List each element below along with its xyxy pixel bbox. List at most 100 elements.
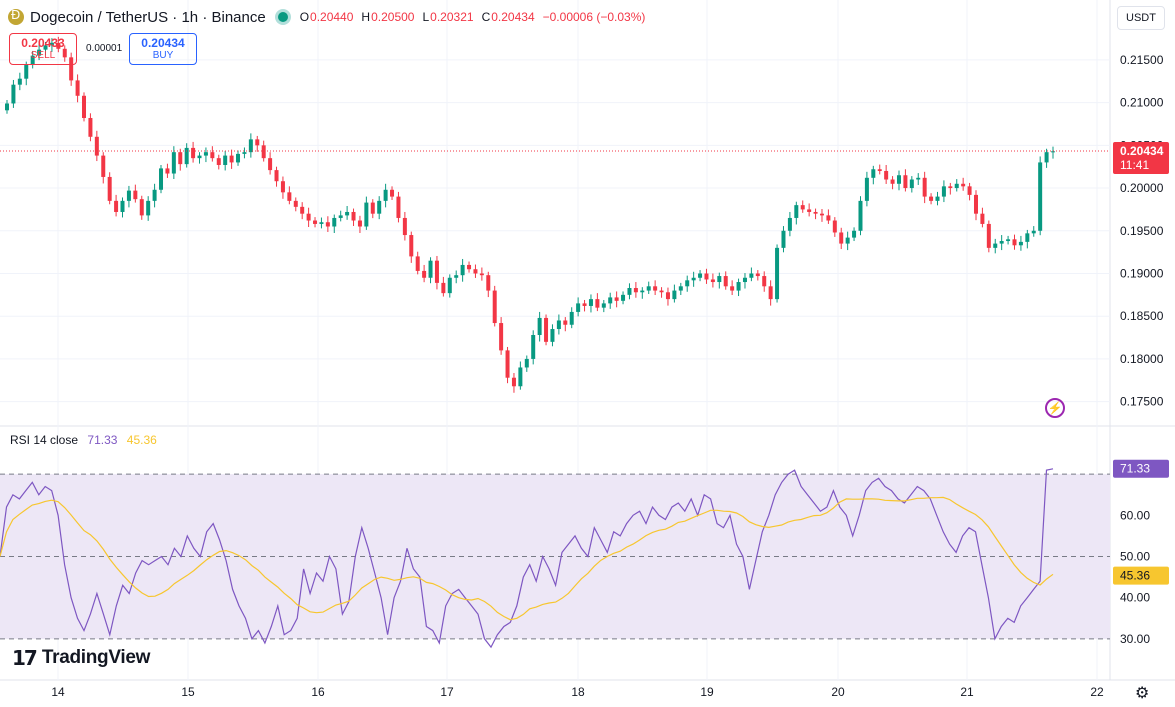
low-label: L (422, 10, 430, 24)
rsi-title: RSI 14 close (10, 433, 79, 447)
sell-label: SELL (30, 50, 56, 61)
candle-body (755, 273, 760, 277)
rsi-tick-label: 40.00 (1120, 591, 1150, 605)
candle-body (133, 190, 138, 200)
candle-body (807, 209, 812, 212)
candle-body (614, 297, 619, 301)
candle-body (916, 177, 921, 180)
candle-body (678, 286, 683, 291)
candle-body (518, 367, 523, 387)
candle-body (82, 95, 87, 118)
candle-body (178, 152, 183, 165)
candle-body (1051, 151, 1055, 153)
candle-body (447, 277, 452, 294)
rsi-ma-tag (1113, 566, 1169, 585)
candle-body (75, 80, 80, 96)
candle-body (941, 186, 946, 197)
price-tick-label: 0.17500 (1120, 395, 1164, 409)
close-label: C (481, 10, 491, 24)
candle-body (377, 200, 382, 214)
candle-body (563, 320, 568, 325)
candle-body (685, 280, 690, 287)
candle-body (402, 217, 407, 236)
candle-body (1031, 230, 1036, 234)
candle-body (300, 206, 305, 214)
candle-body (710, 279, 715, 283)
candle-body (107, 176, 112, 201)
candle-body (332, 217, 337, 227)
currency-selector[interactable]: USDT (1117, 6, 1165, 30)
low-value: 0.20321 (430, 10, 474, 24)
candle-body (229, 155, 234, 163)
price-tag (1113, 141, 1169, 174)
candle-body (216, 158, 221, 165)
candle-body (126, 190, 131, 201)
candle-body (871, 169, 876, 178)
candle-body (171, 152, 176, 174)
price-tag-countdown: 11:41 (1120, 158, 1149, 172)
candle-body (890, 179, 895, 184)
candle-body (659, 290, 664, 293)
candle-body (56, 42, 61, 49)
candle-body (544, 317, 549, 342)
high-label: H (361, 10, 371, 24)
candle-body (896, 175, 901, 184)
lightning-icon[interactable]: ⚡ (1045, 398, 1065, 418)
candle-body (43, 45, 48, 50)
candle-body (152, 189, 157, 201)
candle-body (248, 139, 253, 153)
rsi-value-tag (1113, 459, 1169, 478)
candle-body (114, 200, 119, 212)
candle-body (762, 276, 767, 287)
candle-body (422, 270, 427, 278)
candle-body (467, 264, 472, 270)
candle-body (980, 213, 985, 224)
candle-body (819, 213, 824, 216)
candle-body (364, 202, 369, 227)
gear-icon[interactable]: ⚙ (1135, 683, 1150, 702)
open-label: O (299, 10, 310, 24)
candle-body (845, 237, 850, 244)
candle-body (146, 200, 151, 216)
candle-body (492, 290, 497, 324)
candle-body (325, 222, 330, 227)
candle-body (415, 256, 420, 271)
candle-body (749, 273, 754, 278)
candle-body (852, 230, 857, 238)
candle-body (922, 177, 927, 197)
candle-body (929, 196, 934, 201)
rsi-tick-label: 50.00 (1120, 550, 1150, 564)
time-tick-label: 15 (181, 685, 195, 699)
time-tick-label: 20 (831, 685, 845, 699)
time-tick-label: 22 (1090, 685, 1104, 699)
rsi-legend[interactable]: RSI 14 close 71.33 45.36 (10, 433, 157, 447)
candle-body (210, 152, 215, 159)
candle-body (717, 276, 722, 283)
candle-body (69, 57, 74, 81)
candle-body (313, 220, 318, 224)
spread-value: 0.00001 (86, 43, 123, 54)
candle-body (409, 235, 414, 257)
candle-body (165, 168, 170, 174)
candle-body (569, 311, 574, 325)
candle-body (781, 230, 786, 248)
candle-body (537, 317, 542, 336)
candle-body (203, 152, 208, 156)
buy-button[interactable]: 0.20434 BUY (129, 33, 197, 65)
live-dot-icon (277, 12, 288, 22)
candle-body (993, 243, 998, 248)
candle-body (556, 320, 561, 330)
candle-body (608, 297, 613, 304)
sell-button[interactable]: 0.20433 SELL (9, 33, 77, 65)
candle-body (884, 170, 889, 180)
candle-body (184, 147, 189, 165)
candle-body (505, 350, 510, 378)
candle-body (903, 175, 908, 189)
rsi-line (0, 468, 1054, 649)
candle-body (120, 200, 125, 212)
symbol-title[interactable]: Dogecoin / TetherUS · 1h · Binance (30, 8, 266, 26)
candle-body (794, 205, 799, 218)
candle-body (595, 299, 600, 308)
tradingview-logo[interactable]: 17 TradingView (12, 646, 150, 670)
